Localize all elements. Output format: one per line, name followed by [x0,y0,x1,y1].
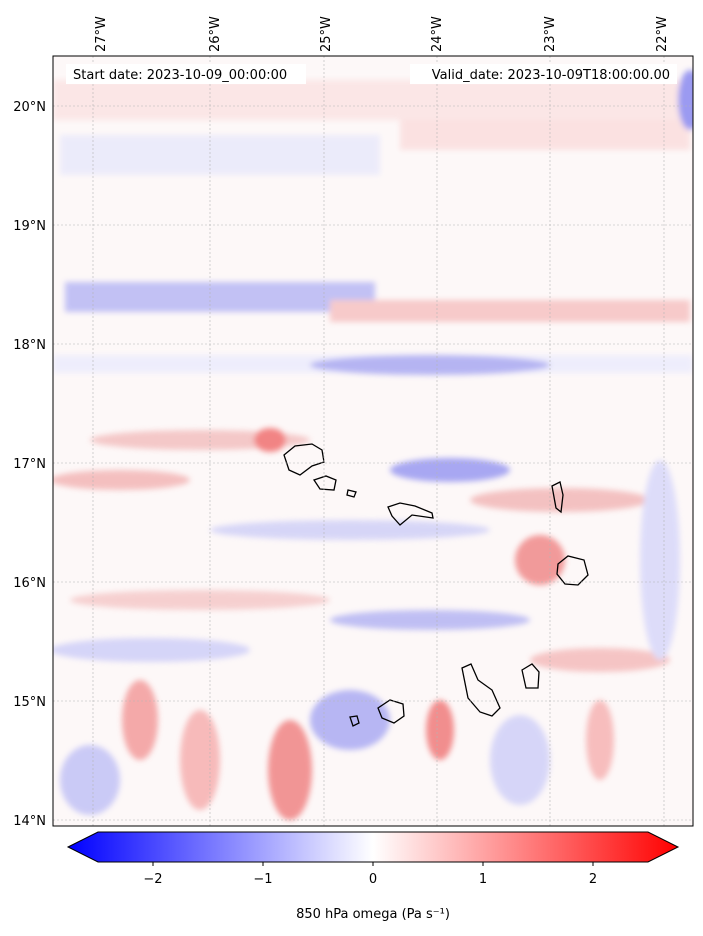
colorbar-bar [66,831,680,863]
island-boa-vista [556,555,589,586]
colorbar-ticks: −2 −1 0 1 2 [143,862,597,887]
valid-date-box [410,64,677,84]
lon-tick-labels: 27°W 26°W 25°W 24°W 23°W 22°W [94,16,670,52]
map-panel: Start date: 2023-10-09_00:00:00 Valid_da… [13,16,694,829]
island-fogo [377,699,405,724]
lat-tick-14n: 14°N [13,814,46,829]
lon-tick-25w: 25°W [319,16,334,52]
island-santa-luzia [346,489,357,498]
lat-tick-labels: 20°N 19°N 18°N 17°N 16°N 15°N 14°N [13,100,46,829]
lat-tick-18n: 18°N [13,338,46,353]
island-santiago [461,663,501,717]
start-date-box [66,64,306,84]
island-brava [349,715,360,727]
colorbar-label: 850 hPa omega (Pa s⁻¹) [296,907,450,922]
lat-tick-17n: 17°N [13,457,46,472]
colorbar-tick-label: −2 [143,872,162,887]
lon-tick-27w: 27°W [94,16,109,52]
island-sal [551,481,564,514]
lat-tick-19n: 19°N [13,219,46,234]
colorbar-tick-label: 0 [369,872,377,887]
lon-tick-24w: 24°W [430,16,445,52]
lat-tick-16n: 16°N [13,576,46,591]
colorbar-tick-label: 2 [589,872,597,887]
colorbar: −2 −1 0 1 2 850 hPa omega (Pa s⁻¹) [66,831,680,922]
colorbar-tick-label: −1 [253,872,272,887]
omega-field [53,70,693,820]
start-date-label: Start date: 2023-10-09_00:00:00 [73,68,287,83]
valid-date-label: Valid_date: 2023-10-09T18:00:00.00 [432,68,670,83]
gridlines [53,56,693,826]
island-maio [521,663,540,689]
lon-tick-22w: 22°W [655,16,670,52]
lon-tick-23w: 23°W [543,16,558,52]
lon-tick-26w: 26°W [208,16,223,52]
lat-tick-15n: 15°N [13,695,46,710]
map-frame [52,55,694,827]
lat-tick-20n: 20°N [13,100,46,115]
island-sao-nicolau [387,502,434,526]
colorbar-tick-label: 1 [479,872,487,887]
